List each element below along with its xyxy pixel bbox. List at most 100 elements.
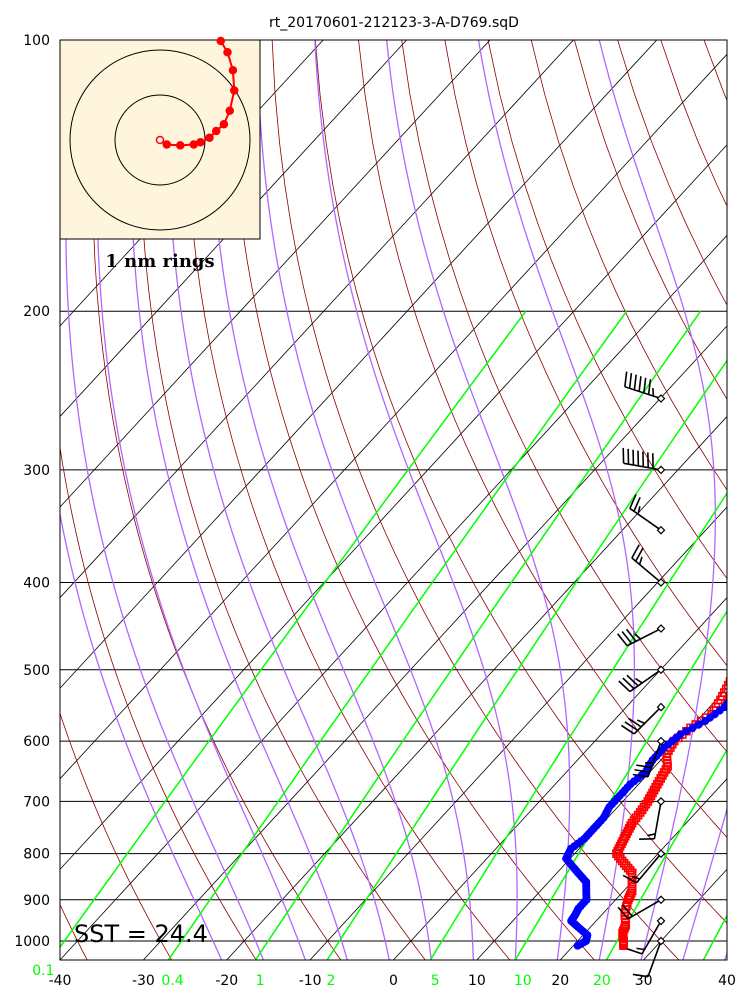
- isotherm-line: [559, 778, 727, 960]
- mixing-ratio-label: 5: [431, 973, 440, 989]
- x-tick-label: -30: [132, 973, 155, 989]
- drift-track-point: [223, 48, 232, 57]
- wind-barb-station: [656, 665, 666, 675]
- dewpoint-point: [732, 689, 739, 696]
- temperature-point: [737, 654, 744, 661]
- wind-barb-station: [656, 895, 666, 905]
- wind-barb-feather: [634, 769, 650, 773]
- temperature-point: [742, 642, 749, 649]
- isotherm-line: [60, 53, 727, 780]
- wind-barb-feather: [617, 906, 629, 920]
- dry-adiabat-line: [271, 40, 680, 960]
- wind-barb-feather: [636, 764, 652, 769]
- wind-barb-feather: [635, 547, 644, 562]
- wind-barb-staff: [623, 462, 662, 471]
- wind-barb-staff: [653, 801, 662, 839]
- mixing-ratio-line: [429, 491, 727, 960]
- wind-barb-feather: [618, 680, 631, 693]
- dewpoint-point: [738, 379, 745, 386]
- dewpoint-point: [688, 723, 697, 732]
- moist-adiabat-line: [256, 40, 474, 960]
- dewpoint-point: [742, 670, 749, 677]
- dewpoint-point: [744, 666, 750, 673]
- dry-adiabat-line: [314, 40, 727, 924]
- dewpoint-point: [682, 727, 691, 736]
- dry-adiabat-line: [444, 40, 727, 667]
- isotherm-line: [142, 325, 727, 960]
- x-tick-label: -10: [299, 973, 322, 989]
- wind-barb: [631, 544, 666, 587]
- moist-adiabat-line: [60, 510, 223, 960]
- wind-barb: [618, 665, 666, 693]
- temperature-point: [725, 677, 727, 686]
- wind-barb-feather: [652, 387, 655, 397]
- dewpoint-point: [736, 395, 743, 402]
- moist-adiabat-line: [385, 40, 571, 960]
- moist-adiabat-line: [682, 806, 727, 960]
- wind-barb: [624, 371, 666, 403]
- wind-barb-staff: [635, 853, 662, 884]
- isotherm-line: [309, 506, 727, 960]
- drift-track-point: [225, 106, 234, 115]
- wind-barb-station: [656, 525, 666, 535]
- mixing-ratio-label: 10: [514, 973, 532, 989]
- wind-barb-feather: [636, 947, 645, 951]
- temperature-point: [620, 922, 630, 932]
- wind-barb-feather: [624, 371, 628, 387]
- moist-adiabat-line: [477, 40, 636, 960]
- y-tick-label: 100: [23, 33, 50, 49]
- wind-barb-station: [656, 394, 666, 403]
- dewpoint-point: [742, 371, 749, 378]
- dewpoint-point: [740, 674, 747, 681]
- drift-track-point: [162, 140, 171, 149]
- y-tick-label: 1000: [14, 934, 50, 950]
- wind-barb: [617, 895, 666, 920]
- dry-adiabat-line: [487, 40, 727, 580]
- drift-track-point: [216, 36, 225, 46]
- wind-barb-feather: [643, 377, 647, 394]
- wind-barb-station: [656, 624, 666, 633]
- temperature-point: [740, 646, 747, 653]
- isotherm-line: [60, 40, 574, 599]
- wind-barb-feather: [638, 556, 643, 565]
- x-tick-label: 30: [635, 973, 653, 989]
- moist-adiabat-line: [130, 40, 348, 960]
- temperature-point: [730, 670, 737, 677]
- chart-title: rt_20170601-212123-3-A-D769.sqD: [269, 15, 519, 31]
- range-ring: [69, 49, 251, 231]
- wind-barb-feather: [628, 717, 642, 728]
- dewpoint-point: [737, 403, 744, 410]
- mixing-ratio-label: 0.4: [161, 973, 183, 989]
- wind-barb-station: [656, 736, 666, 746]
- mixing-ratio-label: 1: [256, 973, 265, 989]
- temperature-point: [746, 634, 750, 641]
- temperature-point: [744, 638, 750, 645]
- drift-track-point: [228, 66, 238, 75]
- wind-barb-feather: [629, 494, 637, 509]
- wind-barb-feather: [633, 374, 637, 390]
- x-tick-label: -40: [49, 973, 72, 989]
- wind-barb-station: [656, 797, 666, 806]
- drift-track-point: [219, 120, 229, 129]
- y-tick-label: 700: [23, 794, 50, 810]
- wind-barb: [622, 849, 666, 884]
- isotherm-line: [226, 415, 727, 960]
- dewpoint-point: [740, 375, 747, 382]
- wind-barb-feather: [620, 724, 635, 735]
- isotherm-line: [60, 40, 407, 418]
- y-tick-label: 300: [23, 463, 50, 479]
- dewpoint-point: [746, 436, 750, 443]
- dry-adiabat-line: [530, 40, 727, 491]
- wind-barb-feather: [647, 379, 652, 395]
- plot-frame: [59, 39, 728, 961]
- moist-adiabat-line: [96, 40, 306, 960]
- wind-barb-feather: [633, 496, 641, 512]
- drift-track-point: [155, 135, 165, 145]
- dewpoint-point: [694, 720, 703, 729]
- wind-barb: [620, 702, 666, 735]
- dewpoint-point: [738, 409, 745, 416]
- wind-barb-feather: [636, 719, 646, 725]
- wind-barbs: [617, 371, 666, 978]
- wind-barb: [632, 936, 666, 978]
